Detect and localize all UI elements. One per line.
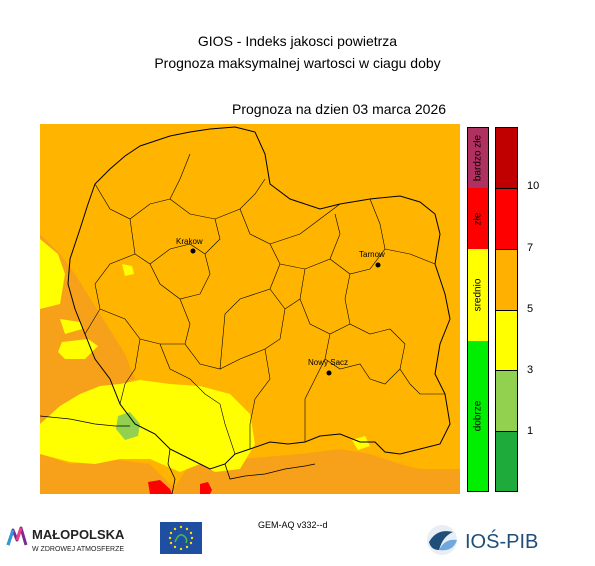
city-marker-nowy-sacz: [326, 370, 332, 376]
legend-category-label: bardzo złe: [472, 134, 484, 182]
ios-pib-logo: IOŚ-PIB: [425, 520, 555, 560]
red-patch-2: [200, 482, 212, 494]
yellow-area-west: [40, 239, 65, 309]
malopolska-tagline: W ZDROWEJ ATMOSFERZE: [32, 546, 124, 553]
yellow-patch-south-east: [352, 436, 370, 450]
city-label-krakow: Krakow: [176, 237, 203, 246]
city-marker-krakow: [190, 248, 196, 254]
map-title: GIOS - Indeks jakosci powietrza: [197, 33, 398, 49]
legend-tick-3: 3: [527, 364, 534, 376]
city-label-tarnow: Tarnow: [359, 250, 385, 259]
legend-category-label: złe: [472, 212, 484, 225]
malopolska-wordmark: MAŁOPOLSKA: [32, 527, 125, 542]
legend-category-average: srednio: [468, 249, 488, 341]
value-band-medium: [496, 311, 517, 371]
value-band-high: [496, 189, 517, 250]
legend-category-very-bad: bardzo złe: [468, 128, 488, 188]
category-legend: bardzo złe złe srednio dobrze: [467, 127, 489, 492]
ios-pib-wordmark: IOŚ-PIB: [465, 529, 538, 553]
legend-tick-7: 7: [527, 242, 534, 254]
model-version: GEM-AQ v332--d: [258, 520, 328, 530]
region-border: [67, 126, 451, 470]
forecast-map: Krakow Tarnow Nowy Sacz: [40, 124, 460, 494]
value-band-medium-high: [496, 250, 517, 311]
legend-tick-5: 5: [527, 303, 534, 315]
legend-category-label: srednio: [472, 278, 484, 312]
red-patch-1: [148, 480, 172, 494]
legend-tick-10: 10: [527, 180, 540, 192]
value-band-very-low: [496, 432, 517, 491]
legend-category-good: dobrze: [468, 341, 488, 491]
forecast-date: Prognoza na dzien 03 marca 2026: [232, 101, 447, 117]
value-band-low: [496, 371, 517, 432]
value-legend: [495, 127, 518, 492]
legend-category-label: dobrze: [472, 400, 484, 432]
legend-category-bad: złe: [468, 188, 488, 249]
value-band-very-high: [496, 128, 517, 189]
city-label-nowy-sacz: Nowy Sacz: [308, 358, 348, 367]
legend-tick-1: 1: [527, 425, 534, 437]
district-borders: [84, 153, 445, 455]
city-marker-tarnow: [375, 262, 381, 268]
eu-life-logo: [160, 522, 202, 554]
malopolska-logo: MAŁOPOLSKA W ZDROWEJ ATMOSFERZE: [6, 520, 146, 560]
map-subtitle: Prognoza maksymalnej wartosci w ciagu do…: [154, 55, 441, 71]
country-border: [40, 415, 316, 494]
yellow-patch-krakow: [122, 264, 134, 276]
yellow-patch-1: [60, 319, 82, 334]
yellow-patch-2: [58, 339, 98, 359]
yellow-area-south-west: [40, 380, 255, 472]
